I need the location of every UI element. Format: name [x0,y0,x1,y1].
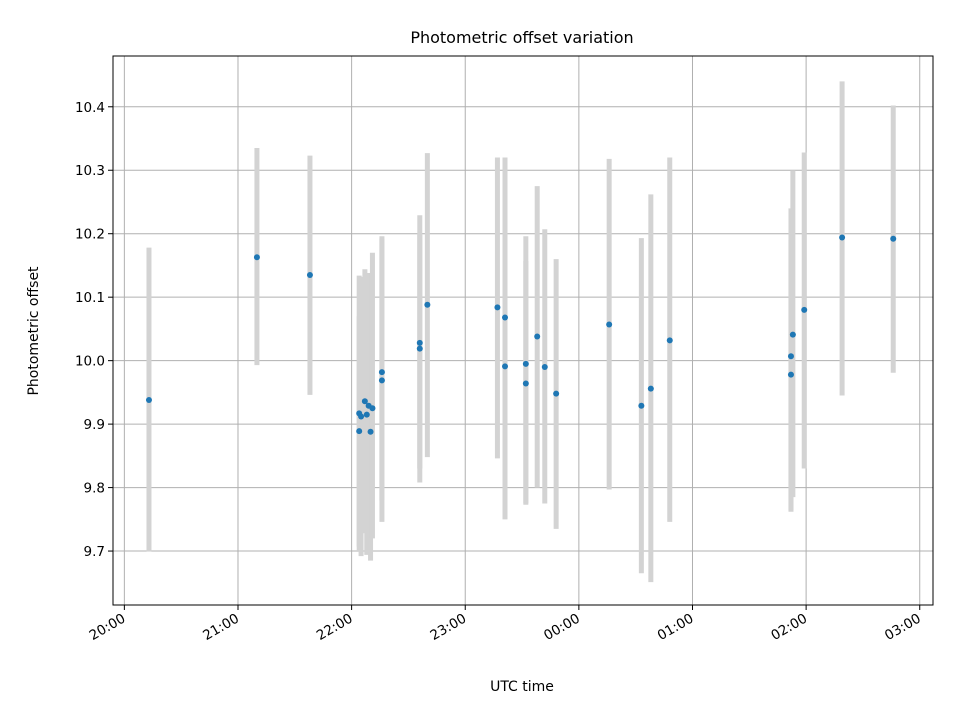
data-point [522,380,529,387]
data-point [356,428,363,435]
data-point [787,353,794,360]
data-point [494,304,501,311]
data-point [606,321,613,328]
y-tick-label: 10.2 [75,227,105,243]
data-point [647,385,654,392]
data-point [666,337,673,344]
data-point [378,369,385,376]
grid [113,56,933,605]
data-point [253,254,260,261]
data-point [839,234,846,241]
data-point [363,411,370,418]
y-tick-label: 10.3 [75,163,105,179]
y-tick-label: 9.8 [84,481,105,497]
error-bars [146,81,896,583]
x-tick-label: 02:00 [768,611,810,644]
data-point [361,398,368,405]
data-point [787,371,794,378]
data-point [789,331,796,338]
data-points [145,234,897,435]
data-point [416,345,423,352]
data-point [416,339,423,346]
data-point [801,306,808,313]
x-axis-label: UTC time [490,679,554,695]
chart-title: Photometric offset variation [410,28,633,47]
y-tick-label: 10.1 [75,290,105,306]
x-axis: 20:00 21:00 22:00 23:00 00:00 01:00 02:00 03:00 [87,605,924,644]
x-tick-label: 00:00 [541,611,583,644]
data-point [358,413,365,420]
plot-area-frame [112,55,934,606]
y-tick-label: 10.4 [75,100,105,116]
y-tick-label: 10.0 [75,354,105,370]
data-point [378,377,385,384]
y-tick-label: 9.9 [84,417,105,433]
data-point [541,363,548,370]
data-point [638,402,645,409]
data-point [522,360,529,367]
y-axis: 9.7 9.8 9.9 10.0 10.1 10.2 10.3 10.4 [75,100,113,560]
data-point [369,405,376,412]
data-point [367,428,374,435]
data-point [502,314,509,321]
x-tick-label: 01:00 [655,611,697,644]
data-point [424,301,431,308]
x-tick-label: 03:00 [882,611,924,644]
data-point [502,363,509,370]
data-point [553,390,560,397]
x-tick-label: 21:00 [200,611,242,644]
y-tick-label: 9.7 [84,544,105,560]
y-axis-label: Photometric offset [26,266,42,396]
x-tick-label: 23:00 [428,611,470,644]
data-point [534,333,541,340]
data-point [145,396,152,403]
x-tick-label: 20:00 [87,611,129,644]
data-point [306,271,313,278]
x-tick-label: 22:00 [314,611,356,644]
data-point [890,235,897,242]
